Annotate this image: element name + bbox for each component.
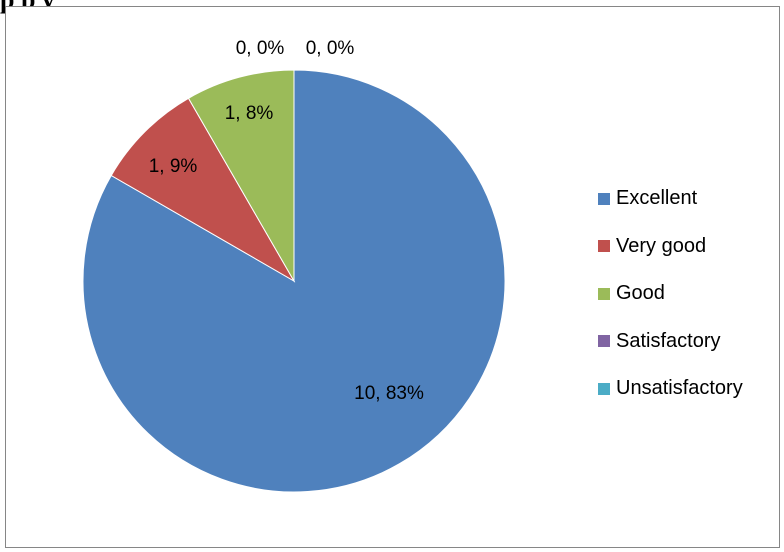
legend-swatch-unsatisfactory: [598, 382, 610, 395]
data-label-good: 1, 8%: [225, 103, 274, 124]
data-label-very-good: 1, 9%: [149, 156, 198, 177]
pie-slice-good: [187, 69, 295, 283]
legend-label-satisfactory: Satisfactory: [616, 329, 721, 352]
pie-chart: 10, 83% 1, 9% 1, 8% 0, 0% 0, 0%: [82, 38, 506, 493]
legend-item-good: Good: [598, 270, 743, 318]
legend: Excellent Very good Good Satisfactory Unsati…: [598, 175, 743, 413]
pie-slice-very-good: [110, 97, 296, 283]
legend-swatch-very-good: [598, 240, 610, 253]
legend-item-unsatisfactory: Unsatisfactory: [598, 365, 743, 413]
data-label-unsatisfactory: 0, 0%: [306, 38, 355, 59]
legend-swatch-excellent: [598, 192, 610, 205]
data-label-satisfactory: 0, 0%: [236, 38, 285, 59]
data-label-excellent: 10, 83%: [354, 383, 424, 404]
legend-swatch-good: [598, 287, 610, 300]
legend-label-excellent: Excellent: [616, 187, 698, 210]
legend-item-very-good: Very good: [598, 223, 743, 271]
chart-frame: 10, 83% 1, 9% 1, 8% 0, 0% 0, 0% Excellent Ver…: [5, 6, 780, 548]
legend-item-satisfactory: Satisfactory: [598, 318, 743, 366]
legend-label-very-good: Very good: [616, 234, 707, 257]
legend-swatch-satisfactory: [598, 335, 610, 348]
legend-item-excellent: Excellent: [598, 175, 743, 223]
legend-label-good: Good: [616, 282, 665, 305]
legend-label-unsatisfactory: Unsatisfactory: [616, 377, 743, 400]
